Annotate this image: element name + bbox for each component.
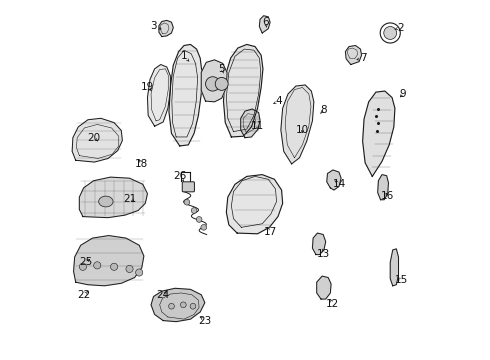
Circle shape [180,302,186,308]
Text: 22: 22 [77,291,90,301]
Text: 1: 1 [181,51,187,61]
Polygon shape [72,118,122,162]
Text: 3: 3 [150,21,157,31]
Polygon shape [345,45,362,64]
Polygon shape [151,288,205,321]
Text: 11: 11 [251,121,264,131]
Polygon shape [281,85,314,164]
Polygon shape [241,109,260,138]
Text: 2: 2 [398,23,404,33]
Text: 14: 14 [332,179,345,189]
Text: 7: 7 [360,53,367,63]
Polygon shape [79,177,147,218]
Text: 10: 10 [296,125,309,135]
Text: 6: 6 [263,17,269,27]
Text: 20: 20 [87,133,100,143]
Text: 16: 16 [381,191,394,201]
FancyBboxPatch shape [182,182,195,192]
Circle shape [215,77,228,90]
Text: 12: 12 [326,299,340,309]
Circle shape [384,27,397,40]
Circle shape [190,303,196,309]
Text: 18: 18 [134,159,147,169]
Circle shape [184,199,190,205]
Text: 9: 9 [399,89,406,99]
Circle shape [205,77,220,91]
Polygon shape [147,64,171,126]
Text: 17: 17 [264,227,277,237]
Circle shape [94,262,101,269]
Text: 13: 13 [317,248,331,258]
Text: 23: 23 [198,316,212,325]
Text: 4: 4 [276,96,282,106]
Ellipse shape [98,196,113,207]
Text: 26: 26 [173,171,186,181]
Polygon shape [226,175,283,234]
Circle shape [111,263,118,270]
Circle shape [201,225,207,230]
Polygon shape [390,249,398,286]
Text: 24: 24 [157,291,170,301]
Polygon shape [327,170,341,190]
Text: 8: 8 [320,105,327,115]
Polygon shape [201,60,227,102]
Circle shape [169,303,174,309]
Text: 15: 15 [395,275,408,285]
Text: 25: 25 [79,257,92,267]
Polygon shape [378,175,389,200]
Polygon shape [317,276,331,299]
Polygon shape [159,21,173,37]
Polygon shape [223,44,263,137]
Circle shape [126,265,133,273]
Polygon shape [363,91,395,176]
Polygon shape [313,233,326,255]
Polygon shape [169,44,202,146]
Text: 21: 21 [123,194,137,204]
Circle shape [79,263,87,270]
Circle shape [196,217,202,222]
Circle shape [136,269,143,276]
Text: 5: 5 [219,64,225,74]
Text: 19: 19 [141,82,154,92]
Polygon shape [74,235,144,286]
Polygon shape [259,16,270,33]
Circle shape [191,208,197,213]
